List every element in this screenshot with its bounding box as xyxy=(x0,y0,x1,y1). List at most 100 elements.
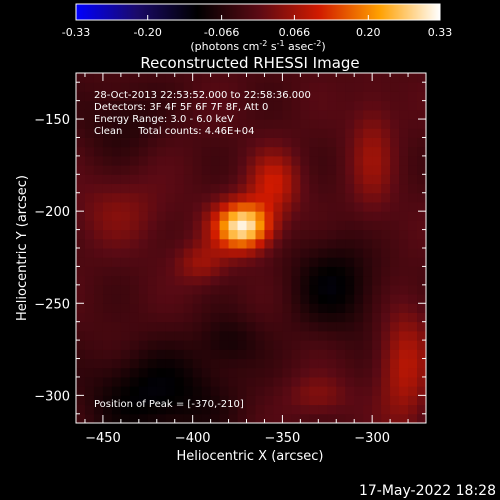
heatmap-cell xyxy=(183,395,194,406)
heatmap-cell xyxy=(183,229,194,240)
heatmap-cell xyxy=(174,109,185,120)
heatmap-cell xyxy=(147,238,158,249)
heatmap-cell xyxy=(264,146,274,157)
heatmap-cell xyxy=(147,183,158,194)
heatmap-cell xyxy=(300,340,310,350)
heatmap-cell xyxy=(390,303,400,313)
heatmap-cell xyxy=(111,211,122,221)
heatmap-cell xyxy=(228,349,239,360)
heatmap-cell xyxy=(273,395,283,406)
heatmap-cell xyxy=(129,174,140,185)
heatmap-cell xyxy=(318,330,328,341)
heatmap-cell xyxy=(93,119,104,129)
heatmap-cell xyxy=(363,109,373,120)
heatmap-cell xyxy=(102,109,113,120)
heatmap-cell xyxy=(93,82,104,92)
heatmap-cell xyxy=(183,165,194,175)
heatmap-cell xyxy=(111,174,122,185)
heatmap-cell xyxy=(264,248,274,258)
heatmap-cell xyxy=(120,174,131,185)
heatmap-cell xyxy=(417,82,426,92)
y-tick-label: −150 xyxy=(34,113,70,128)
heatmap-cell xyxy=(390,340,400,350)
heatmap-cell xyxy=(165,220,176,231)
heatmap-cell xyxy=(336,238,346,249)
heatmap-cell xyxy=(291,312,301,323)
heatmap-cell xyxy=(237,220,248,231)
heatmap-cell xyxy=(219,119,230,129)
heatmap-cell xyxy=(381,183,391,194)
heatmap-cell xyxy=(273,82,283,92)
heatmap-cell xyxy=(174,119,185,129)
heatmap-cell xyxy=(102,248,113,258)
heatmap-cell xyxy=(264,413,274,423)
heatmap-cell xyxy=(273,248,283,258)
heatmap-cell xyxy=(93,238,104,249)
heatmap-cell xyxy=(372,358,382,369)
heatmap-cell xyxy=(363,312,373,323)
heatmap-cell xyxy=(354,349,364,360)
heatmap-cell xyxy=(309,395,319,406)
heatmap-cell xyxy=(300,367,310,378)
heatmap-cell xyxy=(327,82,337,92)
heatmap-cell xyxy=(237,91,248,102)
heatmap-cell xyxy=(210,91,221,102)
heatmap-cell xyxy=(183,211,194,221)
heatmap-cell xyxy=(76,266,86,277)
heatmap-cell xyxy=(318,229,328,240)
heatmap-cell xyxy=(210,109,221,120)
heatmap-cell xyxy=(219,248,230,258)
heatmap-cell xyxy=(228,128,239,138)
heatmap-cell xyxy=(210,257,221,267)
heatmap-cell xyxy=(363,201,373,212)
heatmap-cell xyxy=(76,294,86,304)
heatmap-cell xyxy=(183,248,194,258)
heatmap-cell xyxy=(111,201,122,212)
heatmap-cell xyxy=(201,321,212,332)
heatmap-cell xyxy=(354,376,364,387)
heatmap-cell xyxy=(228,192,239,203)
heatmap-cell xyxy=(111,109,122,120)
heatmap-cell xyxy=(381,128,391,138)
heatmap-cell xyxy=(408,238,418,249)
heatmap-cell xyxy=(102,211,113,221)
heatmap-cell xyxy=(138,155,149,166)
heatmap-cell xyxy=(345,312,355,323)
heatmap-cell xyxy=(336,155,346,166)
heatmap-cell xyxy=(282,109,292,120)
heatmap-cell xyxy=(111,192,122,203)
heatmap-cell xyxy=(174,137,185,148)
heatmap-cell xyxy=(84,73,95,83)
heatmap-cell xyxy=(102,238,113,249)
heatmap-cell xyxy=(372,404,382,415)
annotation-time-range: 28-Oct-2013 22:53:52.000 to 22:58:36.000 xyxy=(94,90,311,101)
heatmap-cell xyxy=(264,330,274,341)
heatmap-cell xyxy=(255,294,265,304)
heatmap-cell xyxy=(408,155,418,166)
heatmap-cell xyxy=(192,220,203,231)
heatmap-cell xyxy=(282,349,292,360)
heatmap-cell xyxy=(327,220,337,231)
heatmap-cell xyxy=(399,91,409,102)
heatmap-cell xyxy=(228,395,239,406)
heatmap-cell xyxy=(354,404,364,415)
heatmap-cell xyxy=(327,201,337,212)
heatmap-cell xyxy=(246,201,256,212)
heatmap-cell xyxy=(174,201,185,212)
heatmap-cell xyxy=(201,238,212,249)
heatmap-cell xyxy=(111,413,122,423)
heatmap-cell xyxy=(201,183,212,194)
heatmap-cell xyxy=(138,395,149,406)
heatmap-cell xyxy=(138,367,149,378)
heatmap-cell xyxy=(93,312,104,323)
heatmap-cell xyxy=(147,330,158,341)
heatmap-cell xyxy=(336,376,346,387)
heatmap-cell xyxy=(183,257,194,267)
heatmap-cell xyxy=(201,284,212,295)
heatmap-cell xyxy=(111,100,122,111)
heatmap-cell xyxy=(417,413,426,423)
heatmap-cell xyxy=(264,174,274,185)
heatmap-cell xyxy=(408,220,418,231)
heatmap-cell xyxy=(219,404,230,415)
heatmap-cell xyxy=(102,330,113,341)
